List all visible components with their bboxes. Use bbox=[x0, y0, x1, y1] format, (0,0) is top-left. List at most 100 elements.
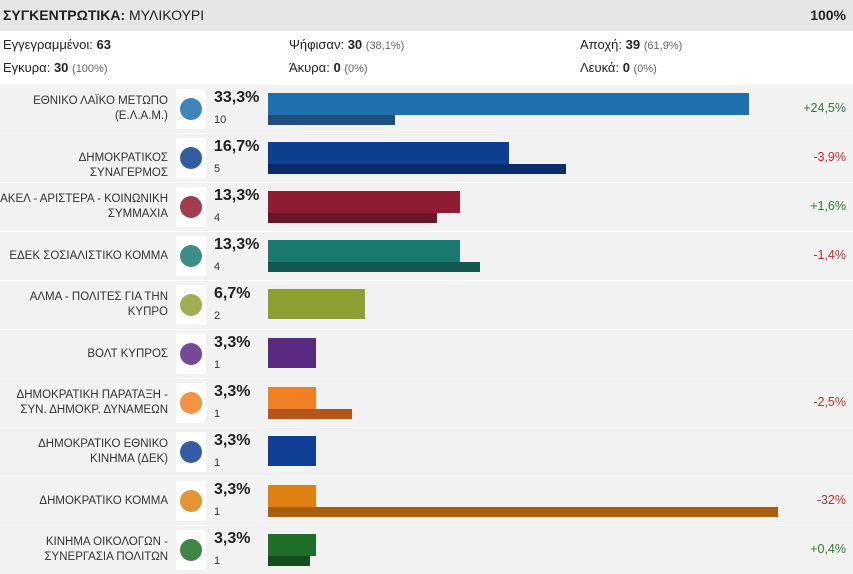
current-result-bar bbox=[268, 338, 316, 368]
party-votes: 1 bbox=[214, 506, 221, 518]
change-value: +0,4% bbox=[810, 542, 846, 556]
party-row: ΑΛΜΑ - ΠΟΛΙΤΕΣ ΓΙΑ ΤΗΝ ΚΥΠΡΟ 6,7% 2 bbox=[0, 280, 853, 329]
party-row: ΑΚΕΛ - ΑΡΙΣΤΕΡΑ - ΚΟΙΝΩΝΙΚΗ ΣΥΜΜΑΧΙΑ 13,3%… bbox=[0, 182, 853, 231]
party-percent: 3,3% bbox=[214, 383, 251, 400]
party-row: ΔΗΜΟΚΡΑΤΙΚΟΣ ΣΥΝΑΓΕΡΜΟΣ 16,7% 5 -3,9% bbox=[0, 133, 853, 182]
party-logo-mark bbox=[180, 392, 202, 414]
stat-voted-label: Ψήφισαν: bbox=[289, 37, 345, 52]
party-logo-mark bbox=[180, 441, 202, 463]
stat-blank: Λευκά: 0 (0%) bbox=[580, 60, 657, 75]
stat-abstention: Αποχή: 39 (61,9%) bbox=[580, 37, 682, 52]
party-name: ΔΗΜΟΚΡΑΤΙΚΟ ΚΟΜΜΑ bbox=[0, 494, 168, 509]
stat-valid-value: 30 bbox=[53, 60, 69, 75]
party-name-line: ΣΥΜΜΑΧΙΑ bbox=[107, 208, 168, 220]
party-name-line: ΔΗΜΟΚΡΑΤΙΚΟΣ ΣΥΝΑΓΕΡΜΟΣ bbox=[78, 152, 168, 179]
previous-result-bar bbox=[268, 115, 395, 125]
stat-registered-label: Εγγεγραμμένοι: bbox=[3, 37, 93, 52]
party-votes: 10 bbox=[214, 114, 227, 126]
party-votes: 1 bbox=[214, 555, 221, 567]
previous-result-bar bbox=[268, 409, 352, 419]
party-votes: 1 bbox=[214, 359, 221, 371]
turnout-stats: Εγγεγραμμένοι: 63 Ψήφισαν: 30 (38,1%) Απ… bbox=[0, 31, 853, 84]
party-name: ΑΚΕΛ - ΑΡΙΣΤΕΡΑ - ΚΟΙΝΩΝΙΚΗ ΣΥΜΜΑΧΙΑ bbox=[0, 192, 168, 222]
party-logo-mark bbox=[180, 98, 202, 120]
header-place: ΜΥΛΙΚΟΥΡΙ bbox=[129, 7, 205, 23]
party-logo-icon bbox=[176, 481, 206, 521]
party-logo-mark bbox=[180, 196, 202, 218]
stat-abstention-label: Αποχή: bbox=[580, 37, 623, 52]
current-result-bar bbox=[268, 485, 316, 507]
party-name-line: ΒΟΛΤ ΚΥΠΡΟΣ bbox=[87, 348, 168, 360]
stat-registered-value: 63 bbox=[96, 37, 111, 52]
stat-invalid-label: Άκυρα: bbox=[289, 60, 330, 75]
stat-blank-label: Λευκά: bbox=[580, 60, 620, 75]
current-result-bar bbox=[268, 436, 316, 466]
party-percent: 3,3% bbox=[214, 530, 251, 547]
current-result-bar bbox=[268, 289, 365, 319]
party-name-line: ΑΛΜΑ - ΠΟΛΙΤΕΣ ΓΙΑ ΤΗΝ bbox=[29, 291, 168, 303]
party-name: ΑΛΜΑ - ΠΟΛΙΤΕΣ ΓΙΑ ΤΗΝ ΚΥΠΡΟ bbox=[0, 290, 168, 320]
party-percent: 16,7% bbox=[214, 138, 260, 155]
party-name-line: ΕΘΝΙΚΟ ΛΑΪΚΟ ΜΕΤΩΠΟ bbox=[33, 95, 168, 107]
party-percent: 6,7% bbox=[214, 285, 251, 302]
previous-result-bar bbox=[268, 164, 566, 174]
change-value: +24,5% bbox=[803, 101, 846, 115]
party-row: ΕΘΝΙΚΟ ΛΑΪΚΟ ΜΕΤΩΠΟ (Ε.Λ.Α.Μ.) 33,3% 10 +24,… bbox=[0, 84, 853, 133]
stat-invalid-pct: (0%) bbox=[344, 63, 368, 75]
stat-valid-pct: (100%) bbox=[72, 63, 108, 75]
stat-voted: Ψήφισαν: 30 (38,1%) bbox=[289, 37, 404, 52]
stat-valid-label: Εγκυρα: bbox=[3, 60, 51, 75]
change-value: -2,5% bbox=[813, 395, 846, 409]
party-name-line: (Ε.Λ.Α.Μ.) bbox=[114, 110, 168, 122]
stat-registered: Εγγεγραμμένοι: 63 bbox=[3, 37, 111, 52]
party-logo-icon bbox=[176, 530, 206, 570]
party-percent: 3,3% bbox=[214, 334, 251, 351]
party-votes: 2 bbox=[214, 310, 221, 322]
party-name: ΕΔΕΚ ΣΟΣΙΑΛΙΣΤΙΚΟ ΚΟΜΜΑ bbox=[0, 249, 168, 264]
party-name-line: ΣΥΝ. ΔΗΜΟΚΡ. ΔΥΝΑΜΕΩΝ bbox=[20, 404, 168, 416]
party-name: ΔΗΜΟΚΡΑΤΙΚΟ ΕΘΝΙΚΟ ΚΙΝΗΜΑ (ΔΕΚ) bbox=[0, 437, 168, 467]
party-name: ΕΘΝΙΚΟ ΛΑΪΚΟ ΜΕΤΩΠΟ (Ε.Λ.Α.Μ.) bbox=[0, 94, 168, 124]
current-result-bar bbox=[268, 191, 460, 213]
party-logo-icon bbox=[176, 383, 206, 423]
party-name: ΔΗΜΟΚΡΑΤΙΚΟΣ ΣΥΝΑΓΕΡΜΟΣ bbox=[0, 151, 168, 181]
change-value: -3,9% bbox=[813, 150, 846, 164]
party-name-line: ΣΥΝΕΡΓΑΣΙΑ ΠΟΛΙΤΩΝ bbox=[44, 551, 168, 563]
change-value: +1,6% bbox=[810, 199, 846, 213]
party-name: ΒΟΛΤ ΚΥΠΡΟΣ bbox=[0, 347, 168, 362]
party-name: ΚΙΝΗΜΑ ΟΙΚΟΛΟΓΩΝ - ΣΥΝΕΡΓΑΣΙΑ ΠΟΛΙΤΩΝ bbox=[0, 535, 168, 565]
party-name-line: ΔΗΜΟΚΡΑΤΙΚΟ ΕΘΝΙΚΟ bbox=[38, 438, 168, 450]
party-logo-mark bbox=[180, 539, 202, 561]
stat-blank-value: 0 bbox=[622, 60, 630, 75]
party-votes: 1 bbox=[214, 457, 221, 469]
party-row: ΔΗΜΟΚΡΑΤΙΚΟ ΕΘΝΙΚΟ ΚΙΝΗΜΑ (ΔΕΚ) 3,3% 1 bbox=[0, 427, 853, 476]
party-logo-mark bbox=[180, 147, 202, 169]
stat-valid: Εγκυρα: 30 (100%) bbox=[3, 60, 108, 75]
party-percent: 3,3% bbox=[214, 481, 251, 498]
change-value: -32% bbox=[816, 493, 846, 507]
party-logo-icon bbox=[176, 138, 206, 178]
party-percent: 3,3% bbox=[214, 432, 251, 449]
party-logo-icon bbox=[176, 187, 206, 227]
current-result-bar bbox=[268, 240, 460, 262]
party-row: ΔΗΜΟΚΡΑΤΙΚΟ ΚΟΜΜΑ 3,3% 1 -32% bbox=[0, 476, 853, 525]
party-percent: 13,3% bbox=[214, 187, 260, 204]
party-votes: 4 bbox=[214, 261, 221, 273]
party-row: ΔΗΜΟΚΡΑΤΙΚΗ ΠΑΡΑΤΑΞΗ - ΣΥΝ. ΔΗΜΟΚΡ. ΔΥΝΑΜ… bbox=[0, 378, 853, 427]
party-votes: 5 bbox=[214, 163, 221, 175]
party-logo-icon bbox=[176, 432, 206, 472]
party-name-line: ΚΥΠΡΟ bbox=[127, 306, 168, 318]
previous-result-bar bbox=[268, 556, 310, 566]
stat-blank-pct: (0%) bbox=[633, 63, 657, 75]
previous-result-bar bbox=[268, 213, 437, 223]
party-percent: 13,3% bbox=[214, 236, 260, 253]
party-logo-icon bbox=[176, 285, 206, 325]
party-row: ΒΟΛΤ ΚΥΠΡΟΣ 3,3% 1 bbox=[0, 329, 853, 378]
header-title: ΣΥΓΚΕΝΤΡΩΤΙΚΑ: ΜΥΛΙΚΟΥΡΙ bbox=[3, 7, 204, 23]
party-logo-icon bbox=[176, 89, 206, 129]
current-result-bar bbox=[268, 93, 749, 115]
party-logo-icon bbox=[176, 334, 206, 374]
party-votes: 4 bbox=[214, 212, 221, 224]
stat-invalid-value: 0 bbox=[333, 60, 341, 75]
change-value: -1,4% bbox=[813, 248, 846, 262]
